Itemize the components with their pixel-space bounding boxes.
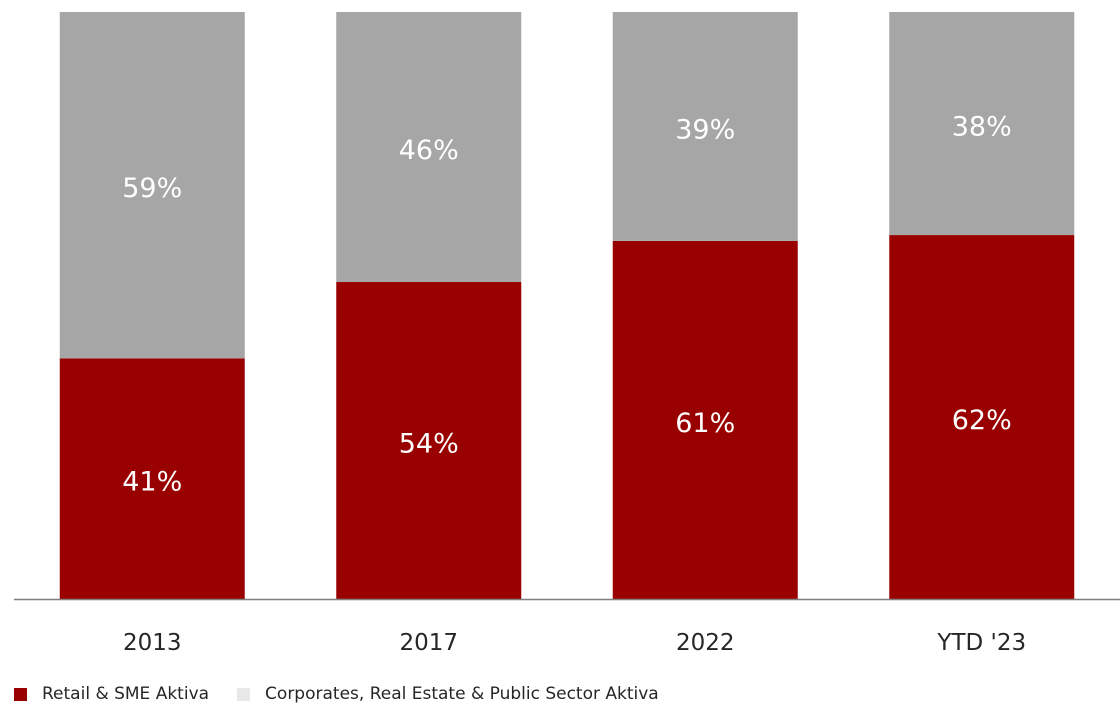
data-label: 59% [122,173,182,204]
bar-segment-retail-sme [59,358,245,599]
legend-item-retail-sme: Retail & SME Aktiva [14,684,209,704]
bar-segment-retail-sme [336,282,522,599]
data-label: 61% [675,408,735,439]
bar-segment-corporates [612,12,798,241]
legend-label-retail-sme: Retail & SME Aktiva [42,684,210,704]
x-tick-label: YTD '23 [936,630,1026,656]
data-label: 38% [952,112,1012,143]
data-label: 62% [952,405,1012,436]
bar-segment-corporates [59,12,245,359]
x-tick-label: 2022 [676,630,735,656]
bar-segment-retail-sme [612,240,798,599]
legend: Retail & SME Aktiva Corporates, Real Est… [14,684,687,704]
data-label: 54% [399,429,459,460]
x-tick-label: 2017 [399,630,458,656]
bar-segment-corporates [889,12,1075,236]
bar-segment-retail-sme [889,235,1075,599]
data-label: 39% [675,114,735,145]
bar-segment-corporates [336,12,522,283]
legend-swatch-retail-sme [14,687,27,701]
data-label: 41% [122,467,182,498]
legend-label-corporates: Corporates, Real Estate & Public Sector … [265,684,659,704]
legend-swatch-corporates [237,687,251,701]
data-label: 46% [399,135,459,166]
legend-item-corporates: Corporates, Real Estate & Public Sector … [237,684,659,704]
x-tick-label: 2013 [123,630,182,656]
